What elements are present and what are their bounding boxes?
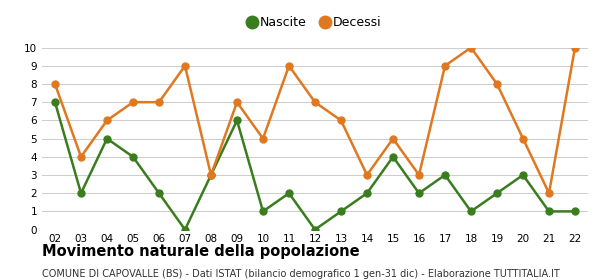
Nascite <box>467 210 475 213</box>
Decessi <box>52 82 59 86</box>
Decessi <box>286 64 293 67</box>
Nascite <box>286 192 293 195</box>
Decessi <box>103 119 110 122</box>
Decessi <box>389 137 397 140</box>
Decessi <box>77 155 85 158</box>
Decessi <box>545 192 553 195</box>
Nascite <box>545 210 553 213</box>
Nascite <box>155 192 163 195</box>
Decessi <box>337 119 344 122</box>
Nascite <box>130 155 137 158</box>
Nascite <box>571 210 578 213</box>
Text: Movimento naturale della popolazione: Movimento naturale della popolazione <box>42 244 359 259</box>
Decessi <box>364 173 371 177</box>
Decessi <box>181 64 188 67</box>
Decessi <box>467 46 475 49</box>
Nascite <box>442 173 449 177</box>
Nascite <box>364 192 371 195</box>
Decessi <box>311 101 319 104</box>
Nascite <box>520 173 527 177</box>
Nascite <box>259 210 266 213</box>
Nascite <box>311 228 319 231</box>
Text: COMUNE DI CAPOVALLE (BS) - Dati ISTAT (bilancio demografico 1 gen-31 dic) - Elab: COMUNE DI CAPOVALLE (BS) - Dati ISTAT (b… <box>42 269 560 279</box>
Decessi <box>571 46 578 49</box>
Nascite <box>389 155 397 158</box>
Decessi <box>130 101 137 104</box>
Line: Decessi: Decessi <box>52 44 578 197</box>
Decessi <box>155 101 163 104</box>
Decessi <box>233 101 241 104</box>
Nascite <box>208 173 215 177</box>
Nascite <box>103 137 110 140</box>
Nascite <box>52 101 59 104</box>
Nascite <box>77 192 85 195</box>
Decessi <box>415 173 422 177</box>
Nascite <box>233 119 241 122</box>
Nascite <box>493 192 500 195</box>
Nascite <box>181 228 188 231</box>
Decessi <box>208 173 215 177</box>
Nascite <box>415 192 422 195</box>
Decessi <box>259 137 266 140</box>
Decessi <box>520 137 527 140</box>
Decessi <box>442 64 449 67</box>
Line: Nascite: Nascite <box>52 99 578 233</box>
Legend: Nascite, Decessi: Nascite, Decessi <box>244 11 386 34</box>
Decessi <box>493 82 500 86</box>
Nascite <box>337 210 344 213</box>
